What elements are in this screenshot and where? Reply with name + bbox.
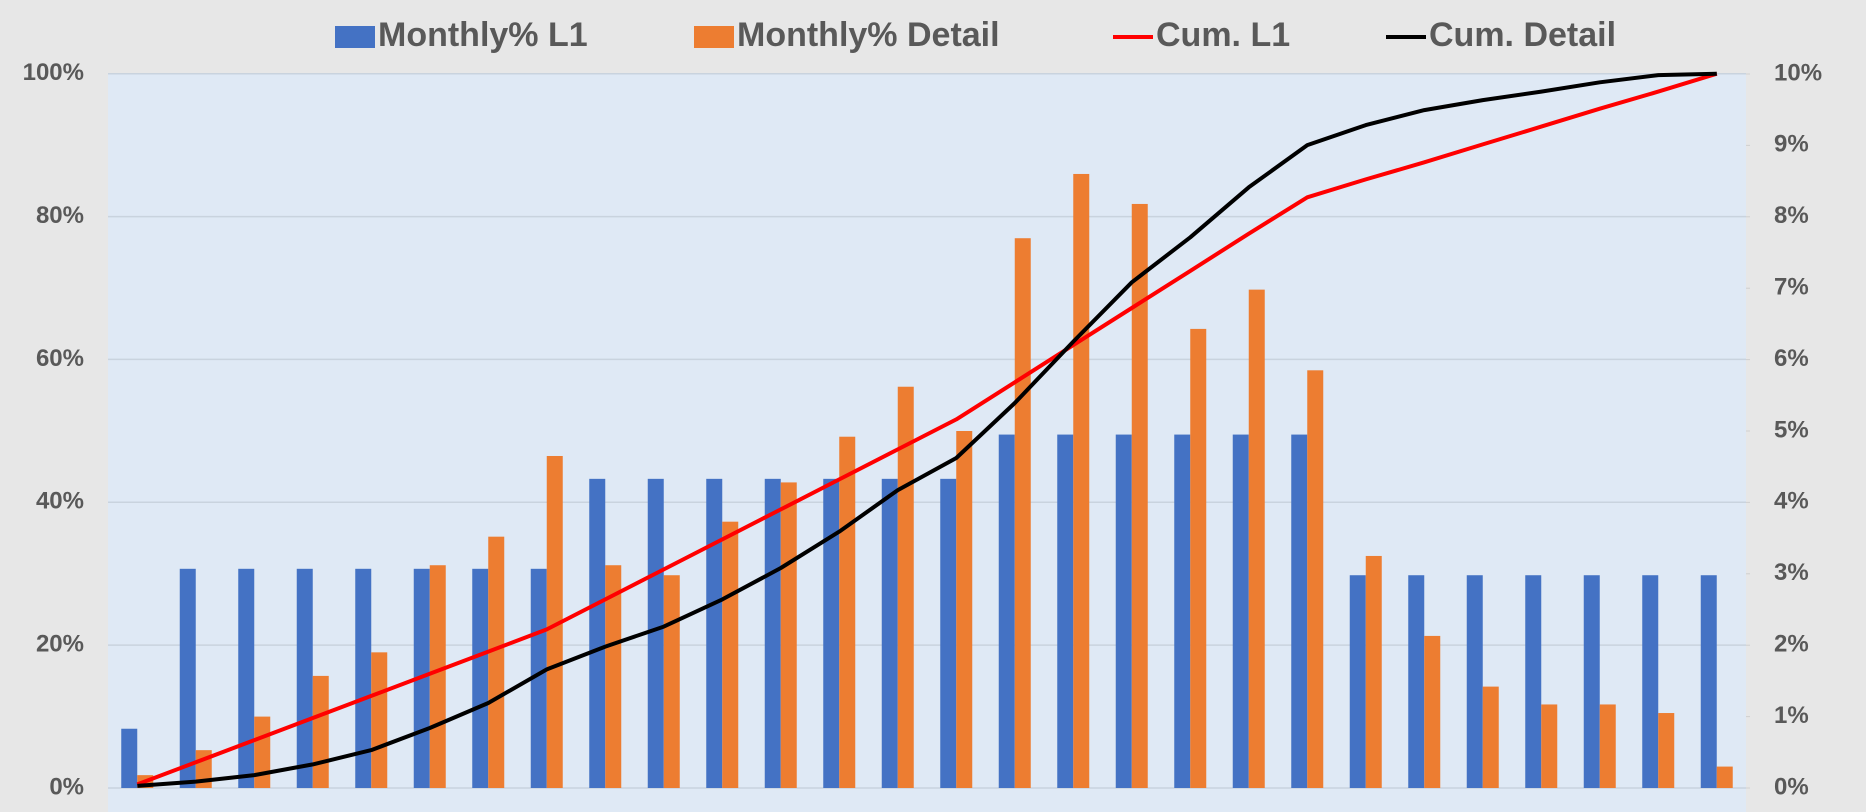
y2-tick-label: 10% bbox=[1774, 59, 1822, 86]
bar bbox=[1599, 704, 1616, 788]
bar bbox=[1291, 434, 1308, 788]
y2-tick-label: 4% bbox=[1774, 488, 1809, 515]
bar bbox=[546, 455, 563, 788]
bar bbox=[823, 478, 840, 788]
y2-tick-label: 7% bbox=[1774, 274, 1809, 301]
bar bbox=[706, 478, 723, 788]
bar bbox=[839, 436, 856, 788]
bar bbox=[605, 565, 622, 788]
bar bbox=[296, 568, 313, 788]
y2-tick-label: 2% bbox=[1774, 631, 1809, 658]
y-tick-label: 100% bbox=[23, 59, 84, 86]
bar bbox=[1716, 766, 1733, 788]
bar bbox=[1014, 238, 1031, 789]
bar bbox=[1131, 203, 1148, 788]
legend-swatch bbox=[335, 26, 375, 48]
y2-tick-label: 8% bbox=[1774, 202, 1809, 229]
bar bbox=[780, 482, 797, 788]
bar bbox=[1174, 434, 1191, 788]
bar bbox=[1482, 686, 1499, 788]
bar bbox=[429, 565, 446, 788]
bar bbox=[1424, 635, 1441, 788]
y-tick-label: 80% bbox=[36, 202, 84, 229]
bar bbox=[764, 478, 781, 788]
legend-swatch bbox=[694, 26, 734, 48]
bar bbox=[1073, 173, 1090, 788]
line bbox=[136, 71, 1718, 787]
bar bbox=[1541, 704, 1558, 788]
legend-label: Cum. L1 bbox=[1156, 16, 1290, 54]
bar bbox=[472, 568, 489, 788]
bar bbox=[238, 568, 255, 788]
bar bbox=[1365, 555, 1382, 788]
bar bbox=[1232, 434, 1249, 788]
y2-tick-label: 3% bbox=[1774, 559, 1809, 586]
bar bbox=[1583, 575, 1600, 788]
bar bbox=[881, 478, 898, 788]
bar bbox=[722, 521, 739, 788]
y2-tick-label: 5% bbox=[1774, 416, 1809, 443]
bar bbox=[940, 478, 957, 788]
legend-label: Cum. Detail bbox=[1429, 16, 1616, 54]
bar bbox=[647, 478, 664, 788]
bar bbox=[1408, 575, 1425, 788]
line bbox=[137, 71, 1717, 788]
y2-tick-label: 9% bbox=[1774, 131, 1809, 158]
bar bbox=[956, 431, 973, 788]
y-tick-label: 40% bbox=[36, 488, 84, 515]
bar bbox=[589, 478, 606, 788]
y-tick-label: 20% bbox=[36, 630, 84, 657]
bar bbox=[1700, 575, 1717, 788]
bar bbox=[488, 536, 505, 788]
bar bbox=[1307, 370, 1324, 788]
bar bbox=[1349, 575, 1366, 788]
y2-tick-label: 0% bbox=[1774, 773, 1809, 800]
y-tick-label: 0% bbox=[49, 773, 84, 800]
bar bbox=[1190, 328, 1207, 788]
y2-tick-label: 6% bbox=[1774, 345, 1809, 372]
legend-label: Monthly% Detail bbox=[737, 16, 1000, 54]
bar bbox=[1057, 434, 1074, 788]
bar bbox=[1248, 289, 1265, 788]
bar bbox=[1642, 575, 1659, 788]
bar bbox=[663, 575, 680, 788]
bar bbox=[998, 434, 1015, 788]
legend-label: Monthly% L1 bbox=[378, 16, 588, 54]
bar bbox=[312, 675, 329, 788]
y-tick-label: 60% bbox=[36, 345, 84, 372]
bar bbox=[121, 728, 138, 788]
bar bbox=[371, 652, 388, 788]
bar bbox=[355, 568, 372, 788]
y2-tick-label: 1% bbox=[1774, 702, 1809, 729]
bar bbox=[530, 568, 547, 788]
bar bbox=[179, 568, 196, 788]
bar bbox=[1466, 575, 1483, 788]
bar bbox=[254, 716, 271, 788]
bar bbox=[1525, 575, 1542, 788]
bar bbox=[1658, 713, 1675, 788]
bar bbox=[1115, 434, 1132, 788]
